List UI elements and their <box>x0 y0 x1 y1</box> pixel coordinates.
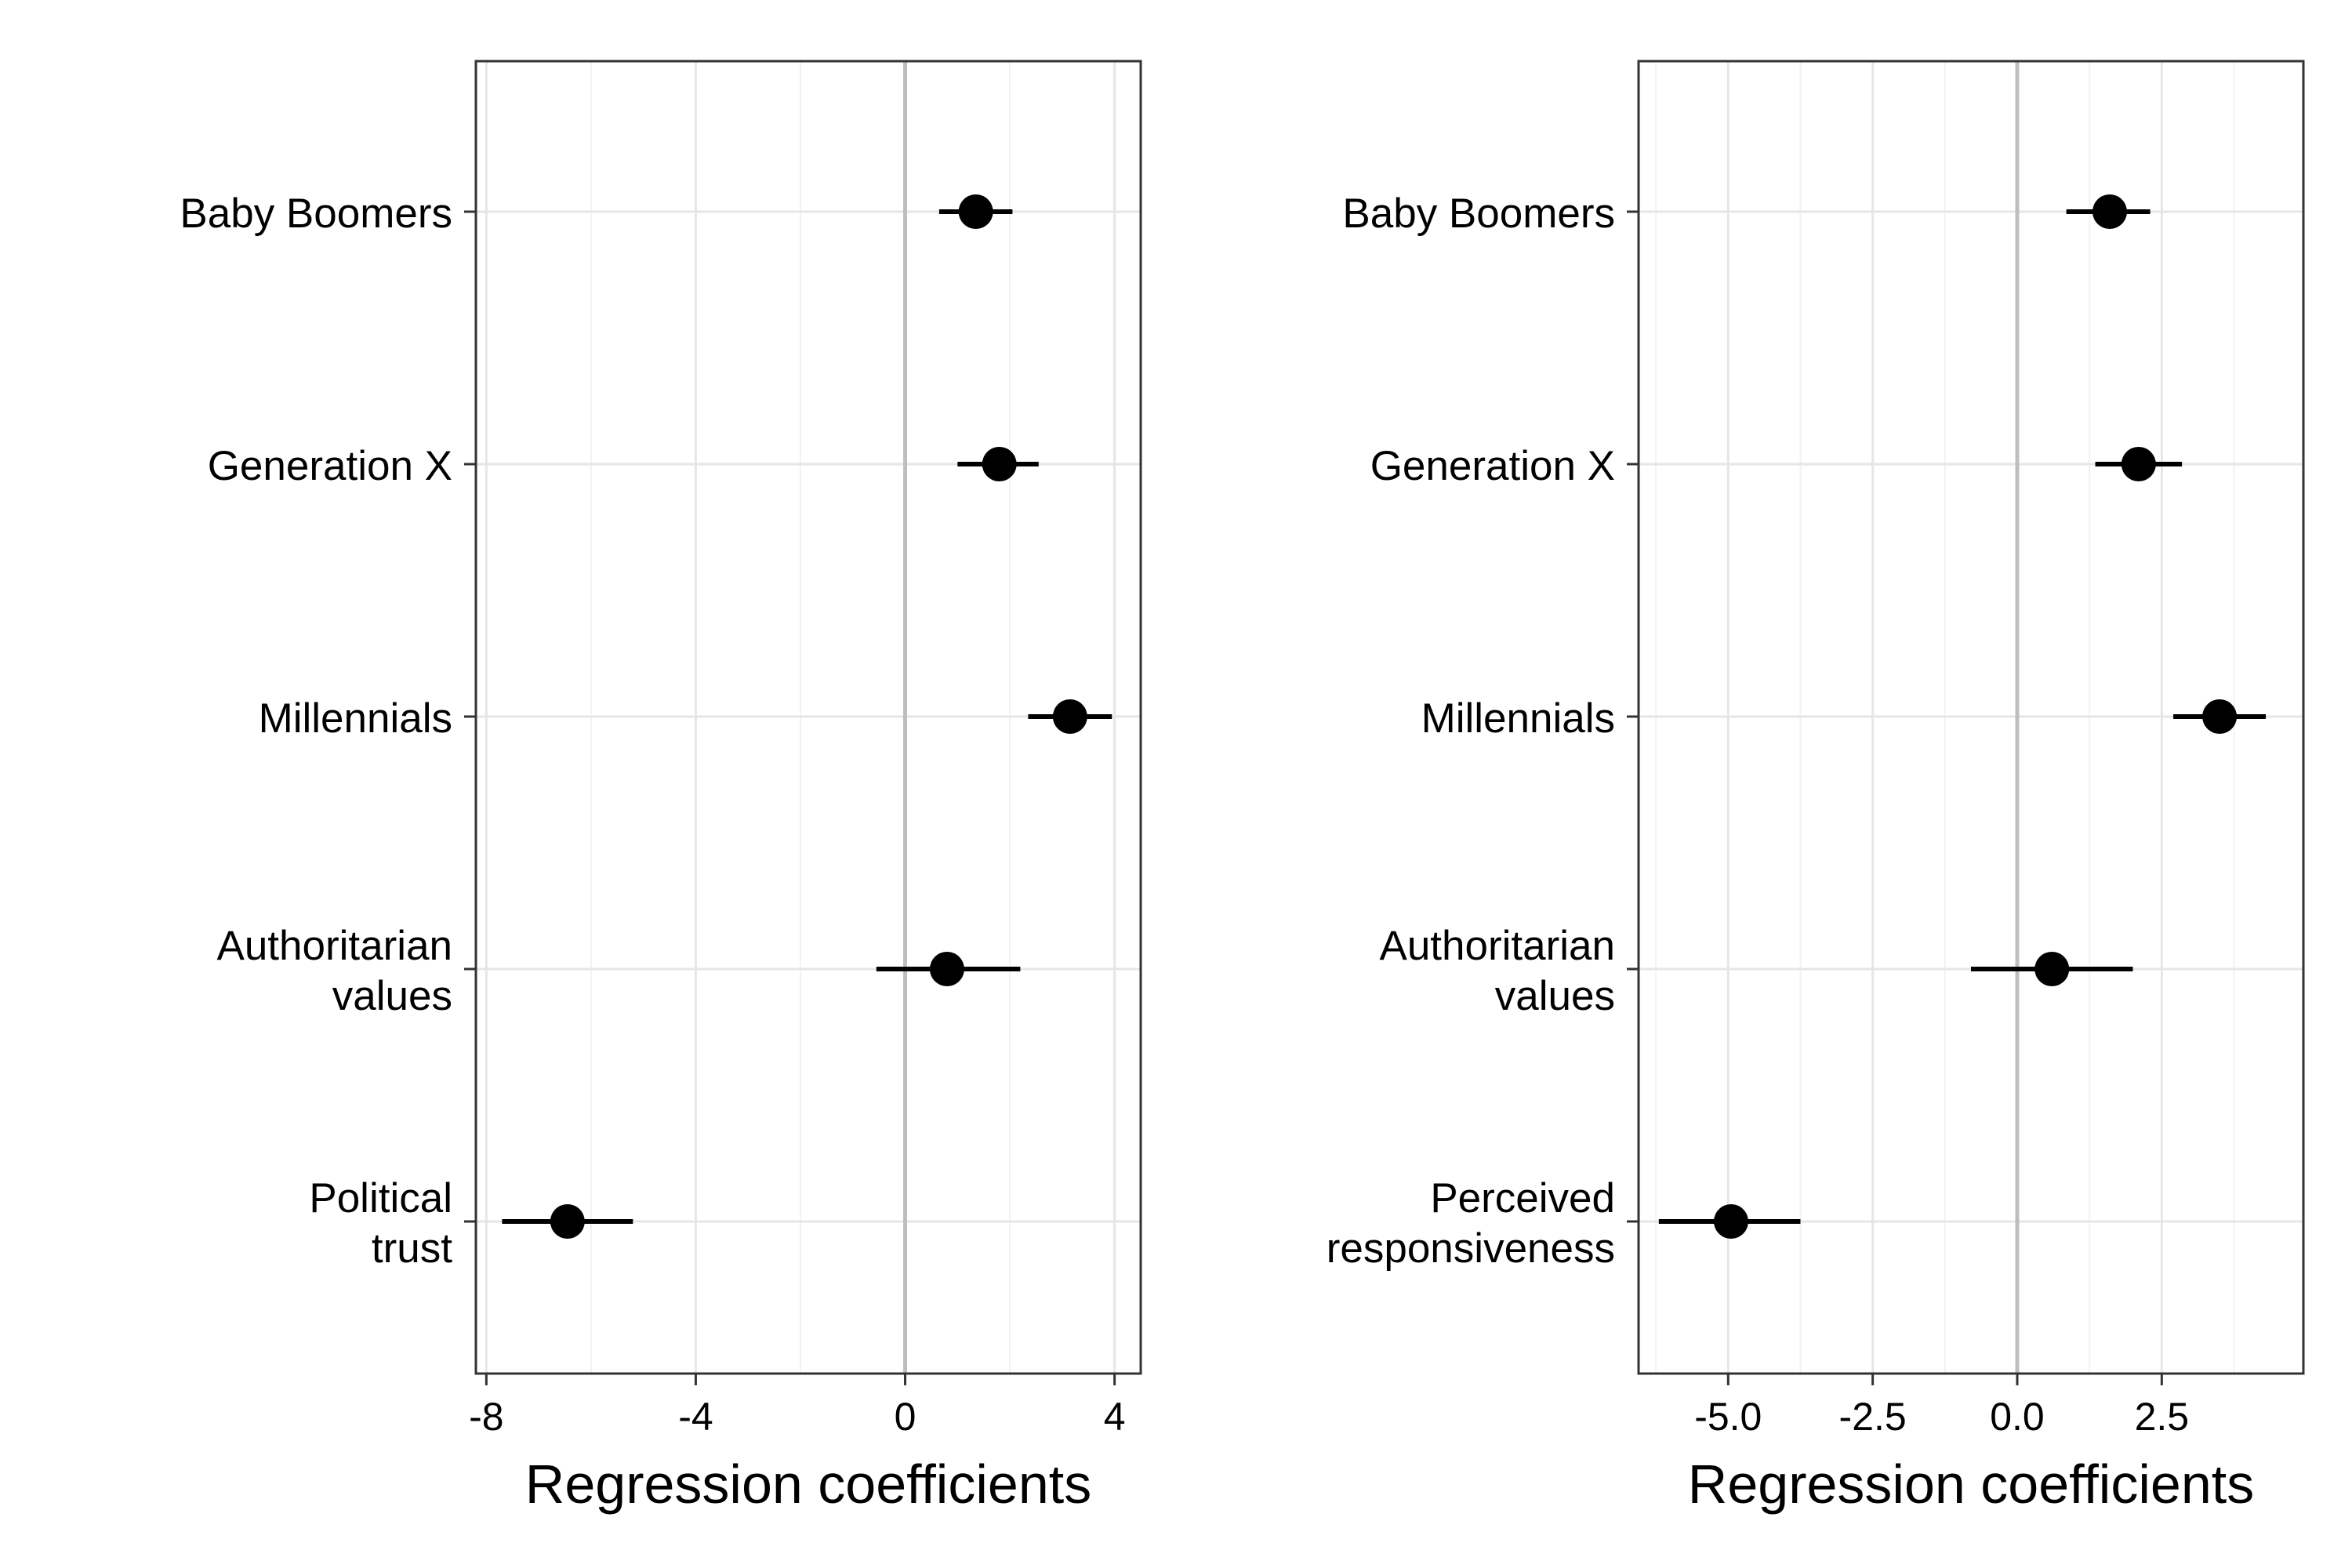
x-tick-label: 0.0 <box>1990 1395 2045 1439</box>
coefficient-point <box>2121 447 2156 481</box>
right-panel: Baby Boomers Generation X Millennials Autho… <box>1327 60 2305 1515</box>
y-tick-label: Baby Boomers <box>180 191 452 237</box>
coefficient-point <box>2202 699 2238 734</box>
y-tick-label: Perceived <box>1430 1175 1615 1221</box>
x-tick-label: 4 <box>1104 1395 1126 1439</box>
y-tick-label: values <box>332 973 452 1019</box>
coefficient-point <box>2034 952 2070 986</box>
y-tick-label: Political <box>309 1175 452 1221</box>
y-tick-label: Millennials <box>1421 695 1615 742</box>
coefficient-point <box>982 447 1017 481</box>
y-tick-label: trust <box>372 1225 452 1272</box>
y-tick-label: values <box>1495 973 1615 1019</box>
x-axis-title: Regression coefficients <box>525 1454 1091 1515</box>
coefficient-point <box>1713 1204 1748 1239</box>
coefficient-point <box>550 1204 585 1239</box>
x-tick-label: -5.0 <box>1694 1395 1762 1439</box>
y-tick-label: responsiveness <box>1327 1225 1615 1272</box>
coefficient-point <box>1052 699 1087 734</box>
x-tick-label: -4 <box>678 1395 713 1439</box>
y-tick-label: Baby Boomers <box>1342 191 1615 237</box>
x-axis-title: Regression coefficients <box>1688 1454 2254 1515</box>
x-tick-label: -2.5 <box>1839 1395 1907 1439</box>
y-tick-label: Generation X <box>208 443 452 489</box>
coefficient-point <box>929 952 964 986</box>
left-panel: Baby Boomers Generation X Millennials Autho… <box>180 60 1142 1515</box>
coefficient-point <box>2092 194 2127 229</box>
y-tick-label: Generation X <box>1370 443 1615 489</box>
x-tick-label: -8 <box>469 1395 503 1439</box>
coefficient-point <box>958 194 993 229</box>
y-tick-label: Authoritarian <box>216 923 452 969</box>
x-tick-label: 2.5 <box>2135 1395 2190 1439</box>
y-tick-label: Authoritarian <box>1379 923 1615 969</box>
y-tick-label: Millennials <box>259 695 452 742</box>
x-tick-label: 0 <box>895 1395 916 1439</box>
